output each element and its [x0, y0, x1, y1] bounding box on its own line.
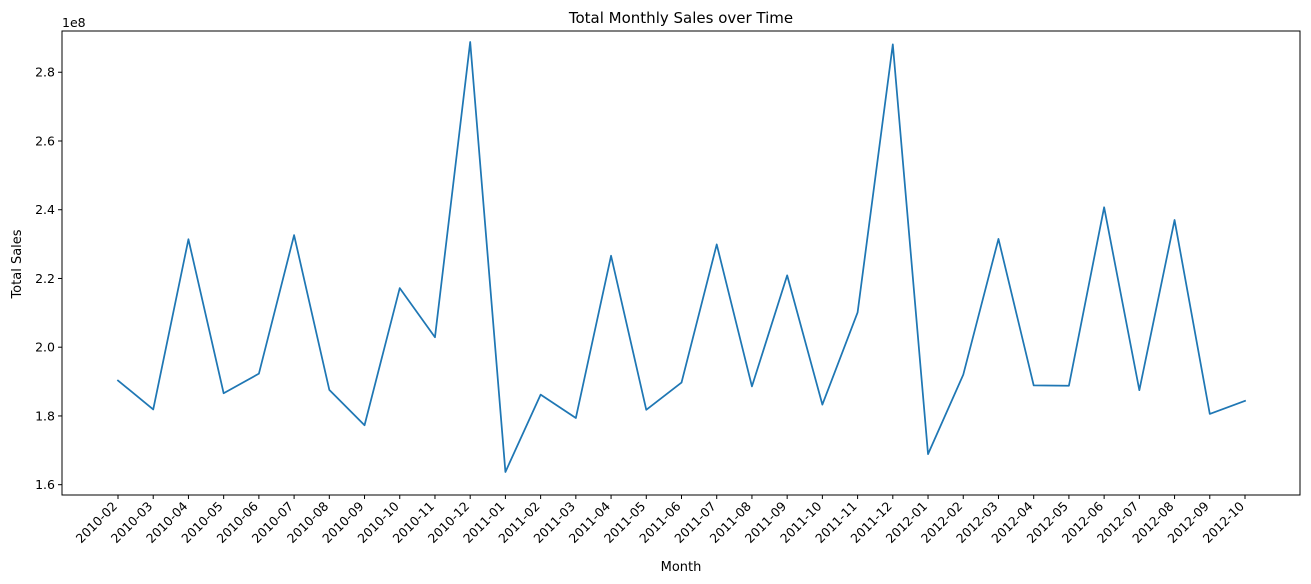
y-tick-label: 2.8	[35, 65, 55, 80]
plot-frame	[61, 30, 1301, 496]
y-tick-label: 2.0	[35, 340, 55, 355]
y-tick-label: 1.8	[35, 408, 55, 423]
series-line	[116, 41, 1247, 473]
x-axis-label: Month	[661, 560, 702, 575]
y-axis-ticks: 1.6 1.8 2.0 2.2 2.4 2.6 2.8	[35, 65, 62, 492]
y-tick-label: 1.6	[35, 477, 55, 492]
chart-title: Total Monthly Sales over Time	[568, 9, 793, 27]
y-tick-label: 2.2	[35, 271, 55, 286]
y-tick-label: 2.4	[35, 202, 55, 217]
y-axis-offset-text: 1e8	[62, 15, 86, 30]
y-tick-label: 2.6	[35, 133, 55, 148]
y-axis-label: Total Sales	[10, 229, 25, 299]
